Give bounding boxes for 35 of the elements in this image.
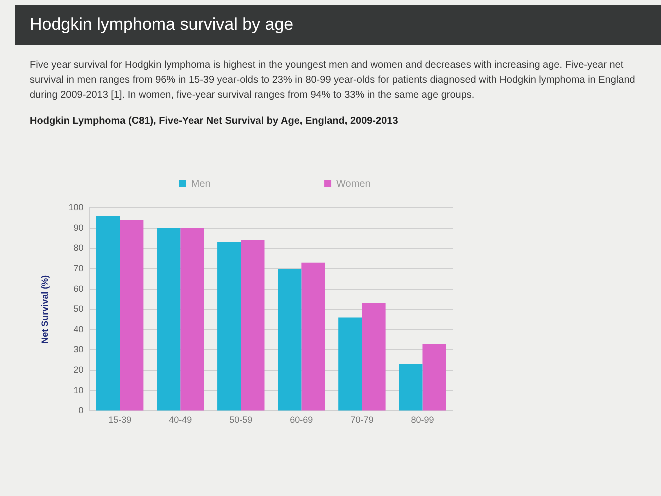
y-tick-label: 70 — [74, 263, 84, 274]
x-tick-label: 50-59 — [230, 415, 253, 426]
y-tick-label: 60 — [74, 284, 84, 294]
y-tick-label: 80 — [74, 243, 84, 254]
chart-title: Hodgkin lymphoma survival by age — [30, 15, 294, 34]
bar — [157, 228, 181, 411]
chart-subtitle: Hodgkin Lymphoma (C81), Five-Year Net Survival by Age, England, 2009-2013 — [30, 116, 400, 127]
bar — [278, 268, 302, 411]
bar — [96, 216, 120, 411]
legend-label: Women — [336, 178, 371, 190]
y-tick-label: 50 — [74, 304, 84, 314]
y-axis-title: Net Survival (%) — [40, 275, 50, 344]
bar — [399, 364, 423, 411]
y-tick-label: 40 — [74, 324, 84, 334]
y-tick-label: 10 — [74, 385, 84, 396]
bar — [120, 220, 144, 411]
y-tick-label: 100 — [68, 202, 84, 212]
text: Five year survival for Hodgkin lymphoma is highest in the youngest men and women and decreases with increasing age. Five-year net survival in men ranges from 96% in 15-39 year-olds to 23% in 80-99 year-olds for patients diagnosed with Hodgkin lymphoma in England during 2009-2013 [1]. In women, five-year survival ranges from 94% to 33% in the same age groups. — [30, 59, 636, 103]
x-tick-label: 40-49 — [169, 415, 192, 426]
x-tick-label: 80-99 — [411, 415, 434, 426]
bar — [362, 304, 386, 411]
bar — [180, 228, 204, 411]
bar — [302, 262, 326, 411]
y-tick-label: 20 — [74, 365, 84, 376]
bar — [218, 242, 242, 411]
bar — [338, 318, 362, 411]
y-tick-label: 90 — [74, 222, 84, 233]
bar — [241, 240, 265, 411]
x-tick-label: 70-79 — [350, 415, 374, 426]
y-tick-label: 30 — [74, 344, 84, 355]
x-tick-label: 15-39 — [108, 415, 132, 426]
x-tick-label: 60-69 — [290, 415, 314, 426]
y-tick-label: 0 — [78, 406, 84, 416]
bar — [422, 344, 446, 411]
legend-label: Men — [191, 178, 211, 190]
